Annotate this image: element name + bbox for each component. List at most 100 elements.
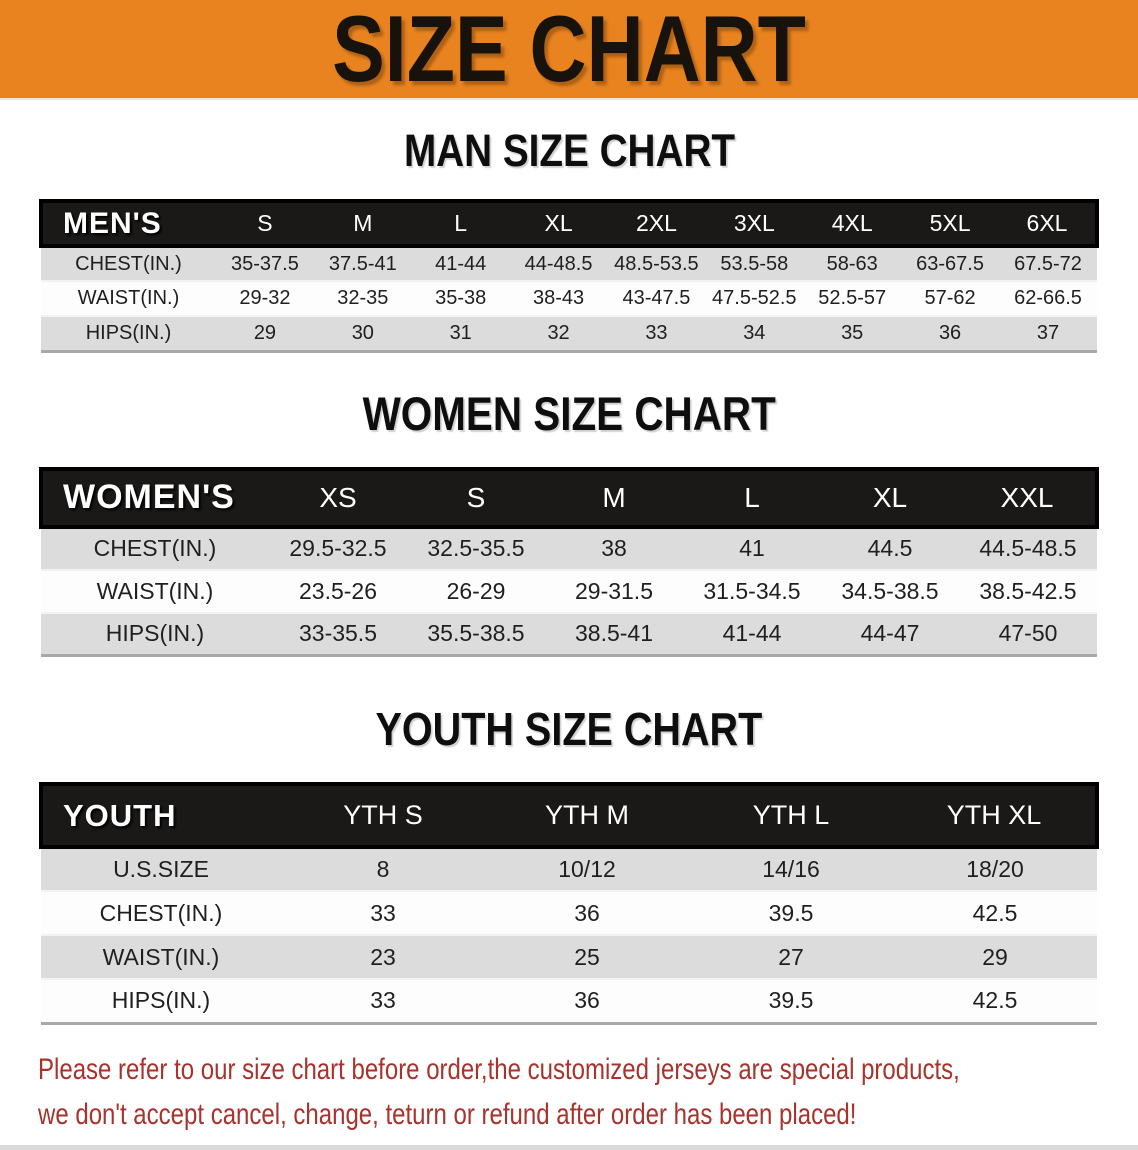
size-value-cell: 37.5-41 (328, 252, 397, 275)
size-column-header: M (313, 199, 412, 248)
size-value-cell: 37 (1036, 321, 1060, 344)
size-column-header: 6XL (999, 199, 1099, 248)
table-row: WAIST(IN.) 23.5-26 26-29 29-31.5 31.5-34.5 34… (41, 569, 1097, 613)
size-chart-sections: MAN SIZE CHART MEN'S S M L XL 2XL 3XL 4XL 5XL 6XL C… (0, 100, 1138, 1025)
size-value-cell: 52.5-57 (818, 287, 887, 309)
section-heading-womens: WOMEN SIZE CHART (0, 353, 1138, 467)
size-value-cell: 14/16 (762, 856, 820, 882)
table-head: YOUTH YTH S YTH M YTH L YTH XL (39, 782, 1099, 849)
table-row: CHEST(IN.) 33 36 39.5 42.5 (41, 891, 1097, 935)
size-value-cell: 33 (370, 899, 396, 926)
size-value-cell: 44.5-48.5 (979, 535, 1077, 561)
table-category-label: YOUTH (39, 782, 281, 849)
size-value-cell: 29 (253, 321, 277, 344)
table-row: WAIST(IN.) 23 25 27 29 (41, 935, 1097, 979)
table-body: CHEST(IN.) 35-37.5 37.5-41 41-44 44-48.5 48.5… (41, 246, 1097, 351)
size-value-cell: 57-62 (924, 287, 976, 309)
size-column-header: M (545, 466, 683, 529)
disclaimer-line-1: Please refer to our size chart before or… (38, 1052, 960, 1086)
size-value-cell: 42.5 (972, 987, 1018, 1014)
size-value-cell: 47.5-52.5 (712, 287, 797, 309)
size-column-header: 5XL (901, 199, 999, 248)
table-category-label: MEN'S (39, 199, 216, 248)
size-value-cell: 26-29 (446, 577, 506, 604)
banner-title: SIZE CHART (332, 0, 806, 101)
size-value-cell: 44-48.5 (524, 252, 593, 275)
table-row: WAIST(IN.) 29-32 32-35 35-38 38-43 43-47.5 47.… (41, 281, 1097, 316)
size-value-cell: 35 (841, 321, 864, 344)
table-row: HIPS(IN.) 33-35.5 35.5-38.5 38.5-41 41-44 44-… (41, 612, 1097, 656)
size-value-cell: 41-44 (722, 620, 782, 647)
table-row: HIPS(IN.) 33 36 39.5 42.5 (41, 979, 1097, 1023)
size-value-cell: 62-66.5 (1014, 287, 1082, 309)
bottom-divider (0, 1144, 1138, 1150)
table-row: CHEST(IN.) 35-37.5 37.5-41 41-44 44-48.5 48.5… (41, 246, 1097, 281)
size-value-cell: 42.5 (972, 899, 1018, 926)
section-youth: YOUTH SIZE CHART YOUTH YTH S YTH M YTH L YTH … (0, 657, 1138, 1025)
size-column-header: 2XL (607, 199, 706, 248)
size-value-cell: 39.5 (768, 899, 814, 926)
size-column-header: S (216, 199, 314, 248)
size-table-youth: YOUTH YTH S YTH M YTH L YTH XL U.S.SIZE 8 10/12… (39, 782, 1099, 1025)
size-column-header: YTH XL (893, 782, 1099, 849)
row-label: WAIST(IN.) (96, 577, 214, 604)
table-body: CHEST(IN.) 29.5-32.5 32.5-35.5 38 41 44.5 44.5… (41, 526, 1097, 656)
size-value-cell: 29 (982, 943, 1008, 970)
row-label: WAIST(IN.) (77, 287, 180, 309)
size-column-header: XL (821, 466, 959, 529)
size-value-cell: 38.5-41 (574, 620, 653, 647)
size-value-cell: 38 (601, 535, 627, 561)
section-mens: MAN SIZE CHART MEN'S S M L XL 2XL 3XL 4XL 5XL 6XL C… (0, 100, 1138, 353)
section-heading-text: YOUTH SIZE CHART (375, 703, 763, 755)
size-table-mens: MEN'S S M L XL 2XL 3XL 4XL 5XL 6XL CHEST(IN.) 35-37… (39, 199, 1099, 353)
size-value-cell: 44.5 (867, 535, 913, 561)
size-column-header: XL (509, 199, 608, 248)
size-value-cell: 33 (370, 987, 396, 1014)
size-column-header: 3XL (705, 199, 804, 248)
section-heading-text: WOMEN SIZE CHART (362, 386, 776, 440)
size-value-cell: 10/12 (558, 856, 616, 882)
size-column-header: XS (269, 466, 407, 529)
size-value-cell: 35-37.5 (231, 252, 299, 275)
size-value-cell: 33 (645, 321, 668, 344)
size-value-cell: 58-63 (826, 252, 878, 275)
table-header-row: MEN'S S M L XL 2XL 3XL 4XL 5XL 6XL (39, 199, 1099, 248)
size-value-cell: 36 (938, 321, 962, 344)
size-value-cell: 32.5-35.5 (427, 535, 525, 561)
row-label: WAIST(IN.) (102, 943, 220, 970)
size-value-cell: 41-44 (435, 252, 487, 275)
size-value-cell: 35-38 (435, 287, 487, 309)
size-value-cell: 47-50 (998, 620, 1058, 647)
size-value-cell: 23.5-26 (298, 577, 377, 604)
size-value-cell: 43-47.5 (622, 287, 691, 309)
row-label: U.S.SIZE (113, 856, 209, 882)
size-value-cell: 44-47 (860, 620, 920, 647)
size-value-cell: 29.5-32.5 (289, 535, 387, 561)
size-value-cell: 34.5-38.5 (841, 577, 939, 604)
size-value-cell: 67.5-72 (1014, 252, 1082, 275)
size-value-cell: 63-67.5 (916, 252, 984, 275)
size-value-cell: 36 (574, 899, 600, 926)
size-column-header: YTH L (689, 782, 893, 849)
size-value-cell: 41 (739, 535, 765, 561)
table-head: WOMEN'S XS S M L XL XXL (39, 466, 1099, 529)
size-value-cell: 18/20 (966, 856, 1024, 882)
size-column-header: S (407, 466, 545, 529)
table-row: CHEST(IN.) 29.5-32.5 32.5-35.5 38 41 44.5 44.5… (41, 526, 1097, 570)
size-value-cell: 29-32 (239, 287, 291, 309)
size-value-cell: 38-43 (532, 287, 585, 309)
size-value-cell: 53.5-58 (720, 252, 789, 275)
banner: SIZE CHART (0, 0, 1138, 100)
size-value-cell: 29-31.5 (574, 577, 653, 604)
size-value-cell: 32 (547, 321, 570, 344)
size-value-cell: 48.5-53.5 (614, 252, 699, 275)
disclaimer: Please refer to our size chart before or… (0, 1025, 1138, 1137)
size-column-header: YTH M (485, 782, 689, 849)
size-column-header: 4XL (803, 199, 902, 248)
table-category-label: WOMEN'S (39, 466, 269, 529)
size-value-cell: 30 (351, 321, 374, 344)
row-label: HIPS(IN.) (105, 620, 205, 647)
size-value-cell: 36 (574, 987, 600, 1014)
size-value-cell: 39.5 (768, 987, 814, 1014)
